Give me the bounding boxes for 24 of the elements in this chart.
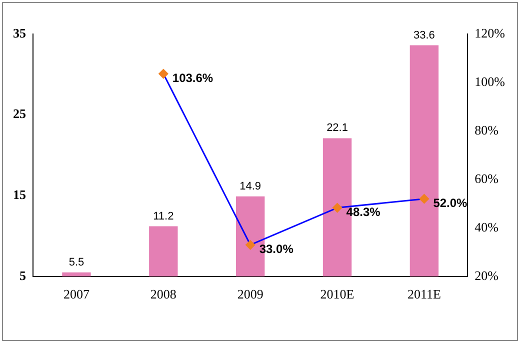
- y2-tick-label: 40%: [474, 219, 499, 234]
- x-tick-label: 2009: [237, 286, 264, 302]
- x-tick-label: 2008: [150, 286, 176, 302]
- y2-tick-label: 20%: [474, 268, 499, 283]
- data-label: 52.0%: [433, 196, 468, 210]
- y2-tick-label: 80%: [474, 122, 499, 138]
- data-label: 48.3%: [346, 205, 381, 220]
- y2-tick-label: 100%: [474, 74, 506, 89]
- data-label: 103.6%: [172, 71, 214, 86]
- y-tick-label: 15: [13, 186, 26, 202]
- y-tick-label: 35: [13, 25, 26, 40]
- y2-tick-label: 60%: [474, 170, 499, 186]
- data-label: 14.9: [240, 180, 262, 192]
- y2-tick-label: 120%: [474, 25, 506, 40]
- data-label: 11.2: [153, 210, 174, 222]
- x-tick-label: 2011E: [407, 286, 441, 302]
- y-tick-label: 5: [20, 268, 26, 283]
- data-label: 33.0%: [259, 242, 294, 256]
- x-tick-label: 2010E: [320, 286, 354, 302]
- y-tick-label: 25: [13, 106, 26, 122]
- data-label: 33.6: [413, 29, 435, 42]
- x-tick-label: 2007: [63, 286, 90, 302]
- data-label: 22.1: [326, 122, 348, 134]
- data-label: 5.5: [68, 256, 84, 268]
